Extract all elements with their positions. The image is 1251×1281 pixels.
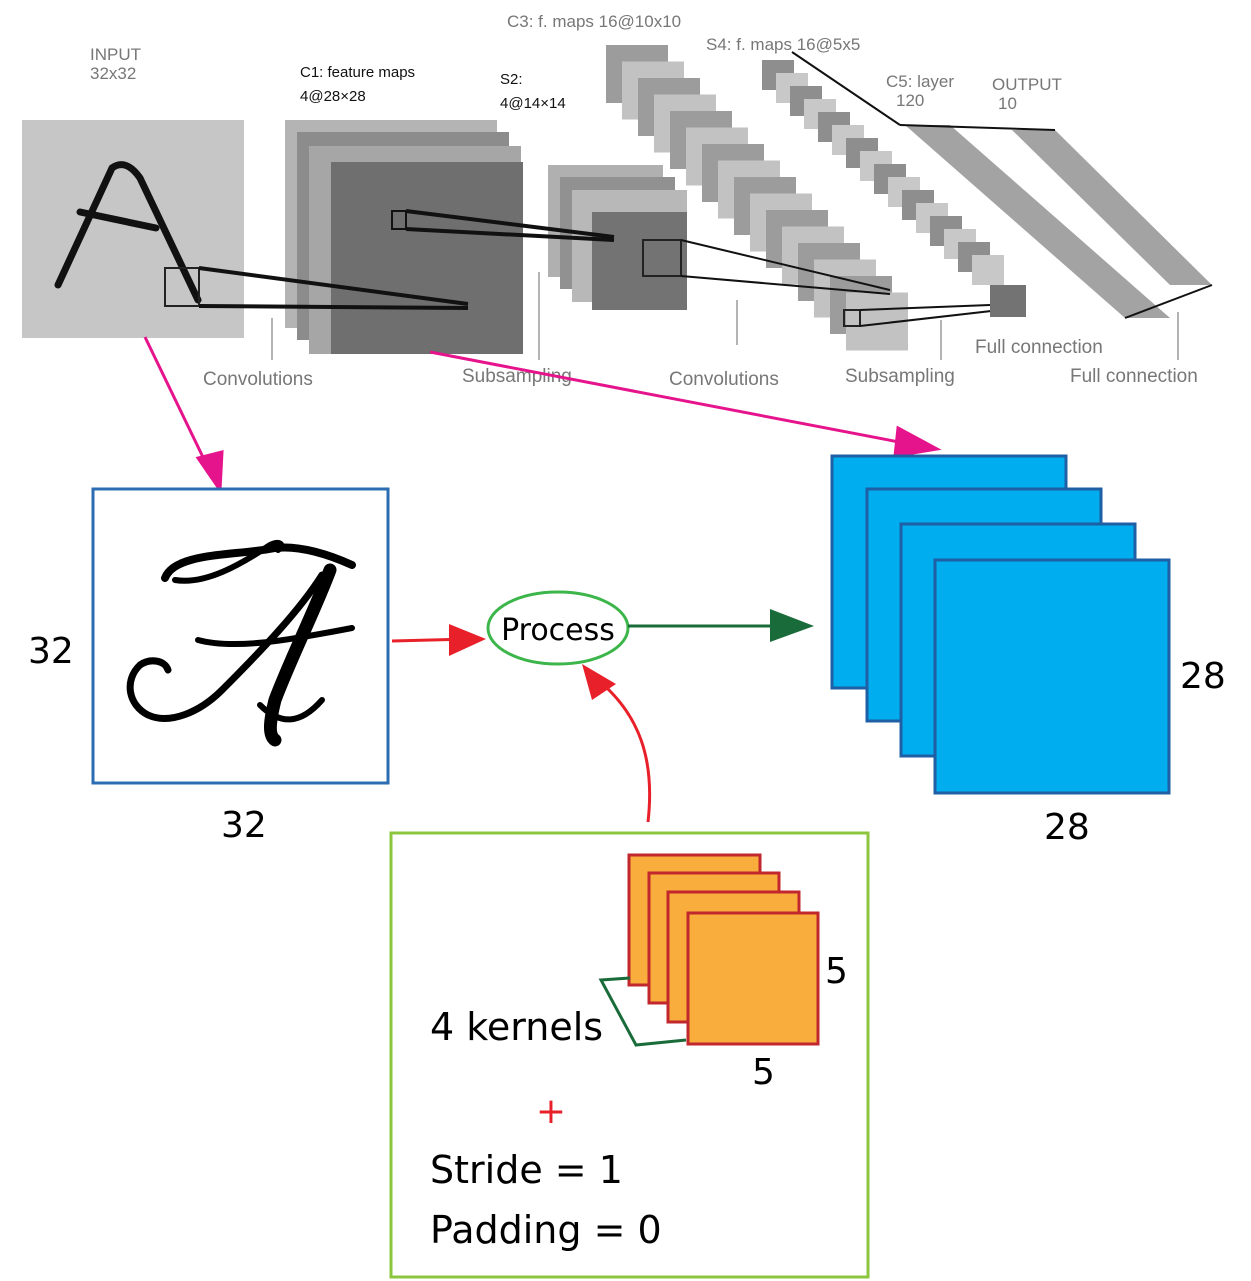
input-height-label: 32 xyxy=(28,631,74,672)
kernels-bracket xyxy=(598,976,687,1047)
kernel-4 xyxy=(686,911,820,1046)
c5-size: 120 xyxy=(896,91,924,110)
stride-label: Stride = 1 xyxy=(430,1148,623,1192)
output-layer-band xyxy=(1012,130,1212,285)
input-width-label: 32 xyxy=(221,805,267,846)
op-subsampling-2: Subsampling xyxy=(845,366,955,387)
input-size: 32x32 xyxy=(90,64,136,83)
arrow-input-to-process xyxy=(391,624,486,656)
arrow-process-to-maps xyxy=(628,609,814,642)
c1-stack xyxy=(285,120,523,354)
c5-title: C5: layer xyxy=(886,72,954,91)
script-letter-a xyxy=(126,539,356,747)
input-plane xyxy=(22,120,244,338)
s4-stack xyxy=(762,60,1004,285)
c3-stack xyxy=(606,45,908,351)
c5-layer-band xyxy=(905,125,1170,318)
lenet-diagram: INPUT 32x32 C1: feature maps 4@28×28 S2:… xyxy=(22,12,1213,390)
lenet-connections xyxy=(198,51,1213,327)
c1-size: 4@28×28 xyxy=(300,88,366,105)
output-feature-maps xyxy=(830,454,1171,795)
kernel-width-label: 5 xyxy=(752,1052,775,1093)
pointer-arrows xyxy=(143,336,942,495)
op-full-connection-2: Full connection xyxy=(1070,366,1198,387)
s4-map xyxy=(972,255,1004,285)
output-height-label: 28 xyxy=(1180,656,1226,697)
input-letter-a xyxy=(54,161,202,304)
op-full-connection-1: Full connection xyxy=(975,337,1103,358)
kernels-count-label: 4 kernels xyxy=(430,1005,603,1049)
arrow-c1-to-maps xyxy=(429,350,926,449)
op-convolutions-2: Convolutions xyxy=(669,369,779,390)
kernel-stack xyxy=(627,853,820,1046)
input-receptive-field xyxy=(164,267,200,307)
output-size: 10 xyxy=(998,94,1017,113)
padding-label: Padding = 0 xyxy=(430,1208,662,1252)
c1-title: C1: feature maps xyxy=(300,64,415,81)
process-label: Process xyxy=(501,613,615,648)
s2-title: S2: xyxy=(500,71,523,88)
section-separators xyxy=(271,272,1179,360)
plus-sign: + xyxy=(536,1091,566,1132)
s2-size: 4@14×14 xyxy=(500,95,566,112)
input-image-box xyxy=(91,487,390,785)
output-title: OUTPUT xyxy=(992,75,1062,94)
c1-receptive-field xyxy=(391,210,407,230)
output-width-label: 28 xyxy=(1044,807,1090,848)
s4-label: S4: f. maps 16@5x5 xyxy=(706,35,860,54)
input-title: INPUT xyxy=(90,45,141,64)
c3-receptive-field xyxy=(843,309,861,327)
kernel-height-label: 5 xyxy=(825,951,848,992)
c3-label: C3: f. maps 16@10x10 xyxy=(507,12,681,31)
s2-receptive-field xyxy=(642,239,682,277)
op-subsampling-1: Subsampling xyxy=(462,366,572,387)
arrow-params-to-process xyxy=(582,664,652,823)
op-convolutions-1: Convolutions xyxy=(203,369,313,390)
output-unit-small xyxy=(990,285,1026,317)
process-node xyxy=(486,590,630,666)
feature-map-4 xyxy=(933,558,1171,795)
